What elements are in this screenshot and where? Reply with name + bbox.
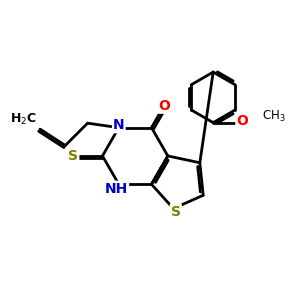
Text: S: S — [171, 205, 181, 218]
Text: CH$_3$: CH$_3$ — [262, 109, 286, 124]
Text: S: S — [68, 149, 78, 163]
Text: H$_2$C: H$_2$C — [10, 112, 37, 127]
Text: N: N — [113, 118, 124, 132]
Text: NH: NH — [105, 182, 128, 196]
Text: O: O — [158, 99, 170, 113]
Text: O: O — [236, 114, 248, 128]
